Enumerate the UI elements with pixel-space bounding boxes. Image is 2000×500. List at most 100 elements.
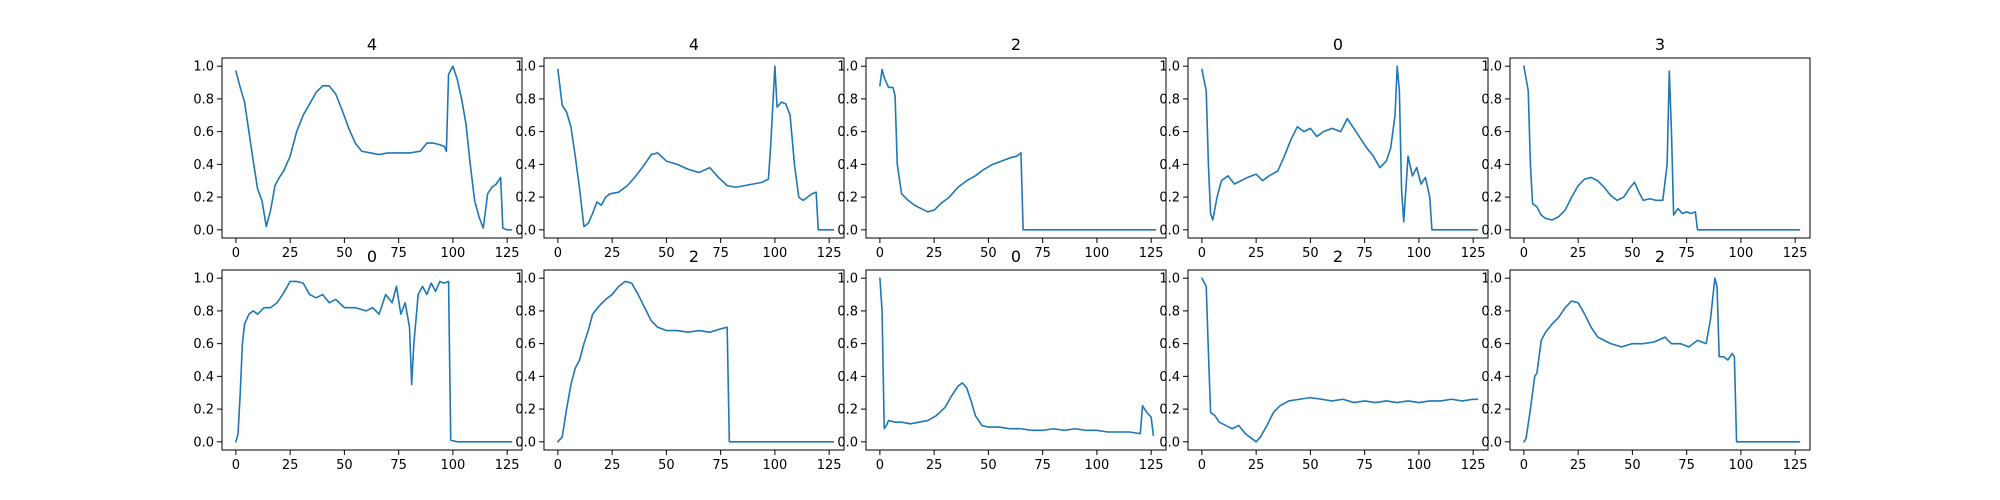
series-line (1201, 277, 1479, 443)
y-tick-label: 0.2 (1159, 403, 1180, 418)
x-tick-label: 125 (495, 246, 520, 261)
y-tick-label: 1.0 (837, 272, 858, 287)
x-tick-label: 100 (440, 246, 465, 261)
y-tick-label: 0.4 (515, 158, 536, 173)
y-tick-label: 0.2 (1159, 191, 1180, 206)
subplot-4: 0 0 25 50 75 100 125 0.0 0.2 0.4 0.6 0.8 1.0 (1159, 35, 1489, 261)
plot-frame (221, 269, 523, 451)
y-tick-label: 0.4 (1481, 370, 1502, 385)
x-tick-label: 75 (390, 246, 407, 261)
series-line (1201, 65, 1479, 231)
y-tick-label: 0.0 (515, 223, 536, 238)
y-tick-label: 0.8 (1159, 92, 1180, 107)
y-tick-label: 0.6 (1481, 337, 1502, 352)
x-tick-label: 0 (232, 458, 240, 473)
x-tick-label: 25 (926, 246, 943, 261)
x-tick-label: 50 (980, 246, 997, 261)
x-tick-label: 25 (604, 458, 621, 473)
x-tick-label: 125 (1139, 246, 1164, 261)
subplot-title: 2 (1655, 247, 1665, 266)
y-tick-label: 0.8 (193, 92, 214, 107)
y-tick-label: 0.6 (1159, 125, 1180, 140)
x-tick-label: 125 (1783, 246, 1808, 261)
y-tick-label: 0.2 (193, 191, 214, 206)
series-line (235, 65, 513, 231)
x-tick-label: 100 (1728, 246, 1753, 261)
x-tick-label: 100 (762, 458, 787, 473)
y-tick-label: 1.0 (1481, 60, 1502, 75)
y-tick-label: 0.6 (193, 337, 214, 352)
x-tick-label: 0 (1198, 458, 1206, 473)
x-tick-label: 25 (282, 246, 299, 261)
x-tick-label: 125 (1783, 458, 1808, 473)
x-tick-label: 50 (658, 458, 675, 473)
x-tick-label: 75 (712, 458, 729, 473)
y-tick-label: 1.0 (1159, 272, 1180, 287)
x-tick-label: 0 (554, 458, 562, 473)
y-tick-label: 0.6 (515, 337, 536, 352)
x-tick-label: 100 (1084, 458, 1109, 473)
x-tick-label: 50 (336, 246, 353, 261)
plot-frame (543, 57, 845, 239)
x-tick-label: 100 (762, 246, 787, 261)
series-line (879, 68, 1157, 231)
y-tick-label: 0.4 (515, 370, 536, 385)
y-tick-label: 0.0 (837, 435, 858, 450)
x-tick-label: 25 (1570, 458, 1587, 473)
x-tick-label: 100 (1406, 458, 1431, 473)
x-tick-label: 50 (1624, 246, 1641, 261)
x-tick-label: 50 (658, 246, 675, 261)
y-tick-label: 0.8 (1481, 304, 1502, 319)
y-tick-label: 0.0 (193, 435, 214, 450)
subplot-2: 4 0 25 50 75 100 125 0.0 0.2 0.4 0.6 0.8 1.0 (515, 35, 845, 261)
x-tick-label: 100 (1406, 246, 1431, 261)
y-tick-label: 1.0 (515, 272, 536, 287)
x-tick-label: 25 (1248, 246, 1265, 261)
y-tick-label: 0.2 (837, 403, 858, 418)
series-line (557, 280, 835, 443)
x-tick-label: 25 (1248, 458, 1265, 473)
series-line (235, 280, 513, 443)
y-tick-label: 0.8 (515, 304, 536, 319)
x-tick-label: 100 (440, 458, 465, 473)
y-tick-label: 0.0 (193, 223, 214, 238)
subplot-9: 2 0 25 50 75 100 125 0.0 0.2 0.4 0.6 0.8 1.0 (1159, 247, 1489, 473)
subplot-7: 2 0 25 50 75 100 125 0.0 0.2 0.4 0.6 0.8 1.0 (515, 247, 845, 473)
y-tick-label: 1.0 (1481, 272, 1502, 287)
y-tick-label: 0.2 (1481, 403, 1502, 418)
y-tick-label: 0.8 (837, 304, 858, 319)
y-tick-label: 0.4 (193, 370, 214, 385)
y-tick-label: 0.2 (515, 191, 536, 206)
plot-frame (865, 269, 1167, 451)
x-tick-label: 75 (712, 246, 729, 261)
y-tick-label: 0.6 (837, 125, 858, 140)
y-tick-label: 1.0 (837, 60, 858, 75)
plot-frame (543, 269, 845, 451)
y-tick-label: 0.4 (837, 370, 858, 385)
x-tick-label: 125 (495, 458, 520, 473)
x-tick-label: 75 (1678, 246, 1695, 261)
series-line (557, 65, 835, 231)
series-line (879, 277, 1155, 437)
series-line (1523, 65, 1801, 231)
y-tick-label: 1.0 (193, 60, 214, 75)
y-tick-label: 0.6 (837, 337, 858, 352)
y-tick-label: 0.4 (1159, 370, 1180, 385)
subplot-title: 0 (1011, 247, 1021, 266)
y-tick-label: 0.8 (1481, 92, 1502, 107)
subplot-5: 3 0 25 50 75 100 125 0.0 0.2 0.4 0.6 0.8 1.0 (1481, 35, 1811, 261)
y-tick-label: 0.6 (193, 125, 214, 140)
y-tick-label: 0.2 (1481, 191, 1502, 206)
x-tick-label: 50 (1302, 246, 1319, 261)
subplot-title: 2 (689, 247, 699, 266)
plot-frame (221, 57, 523, 239)
x-tick-label: 50 (1302, 458, 1319, 473)
y-tick-label: 1.0 (1159, 60, 1180, 75)
x-tick-label: 50 (1624, 458, 1641, 473)
subplot-title: 3 (1655, 35, 1665, 54)
subplot-title: 2 (1011, 35, 1021, 54)
y-tick-label: 0.0 (1481, 435, 1502, 450)
y-tick-label: 0.0 (837, 223, 858, 238)
x-tick-label: 0 (554, 246, 562, 261)
y-tick-label: 0.0 (515, 435, 536, 450)
